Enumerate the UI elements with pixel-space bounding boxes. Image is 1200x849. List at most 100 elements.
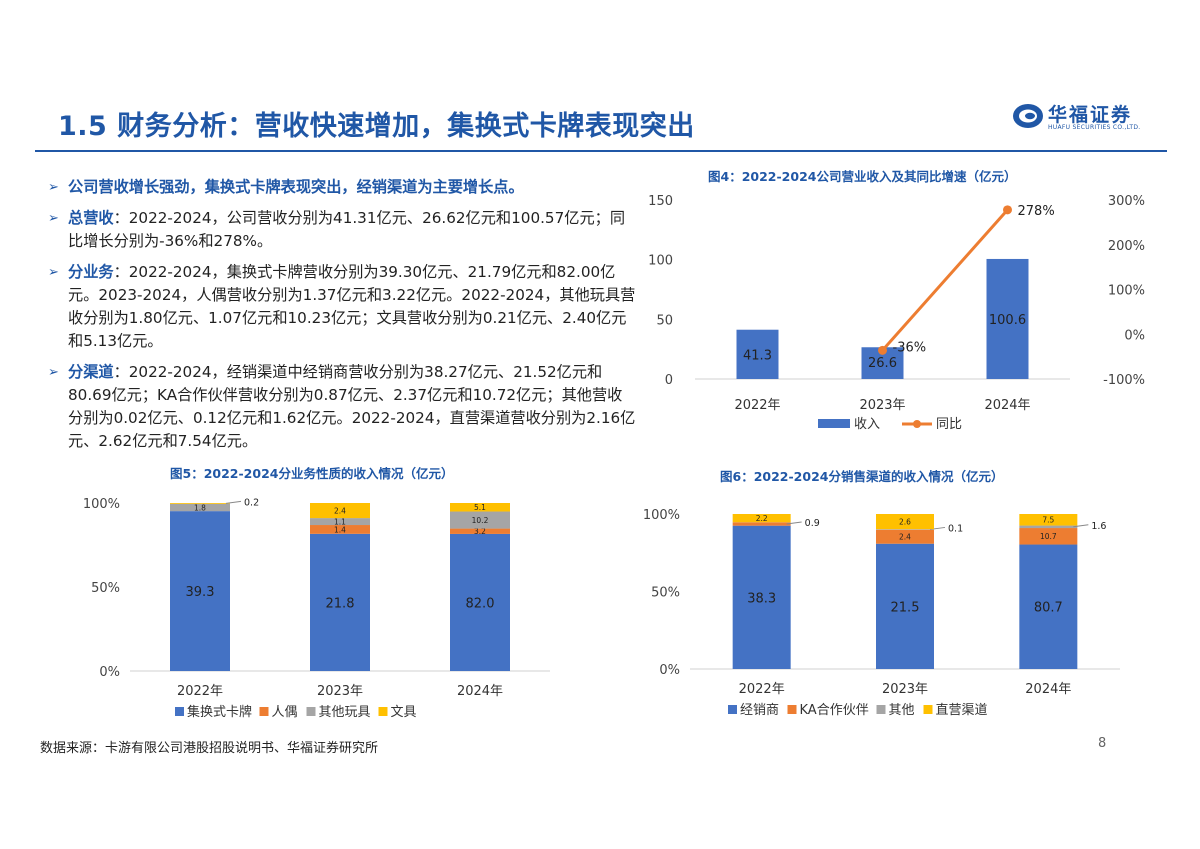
callout-leader-line [225,500,242,504]
legend-label: 人偶 [272,705,298,720]
stacked-bar-segment [450,511,510,529]
stacked-bar-segment [1019,544,1078,669]
stacked-bar-segment [310,503,370,519]
stacked-bar-segment [876,529,934,530]
y-axis-left-tick-label: 50 [656,313,673,328]
x-axis-category-label: 2022年 [739,682,785,697]
segment-label: 38.3 [747,591,776,606]
data-source-note: 数据来源：卡游有限公司港股招股说明书、华福证券研究所 [40,741,379,756]
revenue-bar [986,258,1029,379]
chart-title-revenue: 图4：2022-2024公司营业收入及其同比增速（亿元） [708,169,1017,184]
stacked-bar-segment [1019,528,1078,545]
callout-leader-line [786,521,802,525]
segment-label: 10.7 [1040,532,1057,541]
stacked-bar-segment [310,533,370,671]
stacked-bar-segment [450,528,510,534]
y-axis-left-tick-label: 100 [648,254,673,269]
revenue-bar-label: 41.3 [743,348,772,363]
summary-bullets: ➢ 公司营收增长强劲，集换式卡牌表现突出，经销渠道为主要增长点。 ➢ 总营收：2… [46,176,636,461]
x-axis-category-label: 2023年 [317,684,363,699]
x-axis-category-label: 2023年 [859,398,905,413]
stacked-bar-segment [310,525,370,534]
bullet-heading: 分业务 [68,263,114,281]
page-title: 1.5 财务分析：营收快速增加，集换式卡牌表现突出 [58,111,695,142]
stacked-bar-segment [170,503,230,504]
legend-swatch [876,705,886,714]
segment-label: 21.5 [891,600,920,615]
legend-swatch [175,707,184,716]
bullet-arrow-icon: ➢ [48,211,59,226]
stacked-bar-segment [732,525,791,669]
logo-name: 华福证券 [1048,104,1133,126]
legend-label: 直营渠道 [936,703,988,718]
bullet-text: 公司营收增长强劲，集换式卡牌表现突出，经销渠道为主要增长点。 [68,178,524,196]
stacked-bar-segment [450,533,510,671]
segment-label: 7.5 [1042,516,1054,525]
bullet-arrow-icon: ➢ [48,265,59,280]
legend-marker-yoy [913,420,921,428]
bullet-arrow-icon: ➢ [48,180,59,195]
bullet-arrow-icon: ➢ [48,365,59,380]
revenue-bar-label: 100.6 [989,313,1026,328]
legend-label: 集换式卡牌 [187,704,252,720]
yoy-label: -36% [893,340,927,355]
x-axis-category-label: 2024年 [1025,682,1071,697]
segment-label: 1.4 [334,525,346,534]
stacked-bar-segment [876,529,934,544]
legend-label: 其他 [889,703,915,718]
page-number: 8 [1098,736,1107,751]
legend-swatch [306,707,316,716]
stacked-bar-segment [732,522,791,526]
segment-label: 82.0 [466,596,495,611]
legend-label: KA合作伙伴 [800,703,869,718]
callout-label: 1.6 [1091,521,1106,532]
callout-leader-line [1073,524,1089,528]
legend-label-revenue: 收入 [854,417,880,432]
bullet-item: ➢ 分渠道：2022-2024，经销渠道中经销商营收分别为38.27亿元、21.… [46,361,636,453]
legend-label-yoy: 同比 [936,417,962,432]
segment-label: 21.8 [326,596,355,611]
legend-swatch [378,707,388,716]
stacked-bar-segment [310,518,370,526]
stacked-bar-segment [1019,525,1078,529]
legend-swatch-revenue [818,419,850,428]
y-axis-right-tick-label: -100% [1103,373,1145,388]
yoy-line [881,208,1009,352]
segment-label: 5.1 [474,503,486,512]
y-axis-right-tick-label: 300% [1108,194,1145,209]
y-axis-left-tick-label: 0 [665,373,673,388]
segment-label: 80.7 [1034,601,1063,616]
legend-swatch [259,707,269,716]
legend-swatch [728,705,737,714]
stacked-bar-segment [450,503,510,512]
segment-label: 1.1 [334,517,346,526]
y-axis-right-tick-label: 100% [1108,284,1145,299]
y-axis-right-tick-label: 0% [1124,328,1145,343]
legend-label: 其他玩具 [319,705,371,720]
x-axis-category-label: 2022年 [177,684,223,699]
segment-label: 39.3 [186,585,215,600]
callout-label: 0.2 [244,497,259,508]
stacked-bar-segment [876,543,934,669]
y-axis-tick-label: 0% [659,663,680,678]
huafu-logo-icon [1013,104,1043,128]
title-divider [35,150,1167,152]
legend-swatch [923,705,933,714]
revenue-bar-label: 26.6 [868,356,897,371]
stacked-bar-segment [876,514,934,530]
chart-title-channel: 图6：2022-2024分销售渠道的收入情况（亿元） [720,469,1004,484]
segment-label: 10.2 [472,516,489,525]
bullet-item: ➢ 公司营收增长强劲，集换式卡牌表现突出，经销渠道为主要增长点。 [46,176,636,199]
x-axis-category-label: 2023年 [882,682,928,697]
y-axis-left-tick-label: 150 [648,194,673,209]
y-axis-tick-label: 50% [651,586,680,601]
segment-label: 3.2 [474,527,486,536]
y-axis-tick-label: 100% [643,508,680,523]
bullet-text: ：2022-2024，经销渠道中经销商营收分别为38.27亿元、21.52亿元和… [68,363,636,450]
segment-label: 2.4 [899,533,911,542]
chart-title-business: 图5：2022-2024分业务性质的收入情况（亿元） [170,466,454,481]
legend-label: 文具 [391,705,417,720]
bullet-text: ：2022-2024，公司营收分别为41.31亿元、26.62亿元和100.57… [68,209,626,250]
legend-label: 经销商 [740,703,779,718]
x-axis-category-label: 2024年 [984,398,1030,413]
